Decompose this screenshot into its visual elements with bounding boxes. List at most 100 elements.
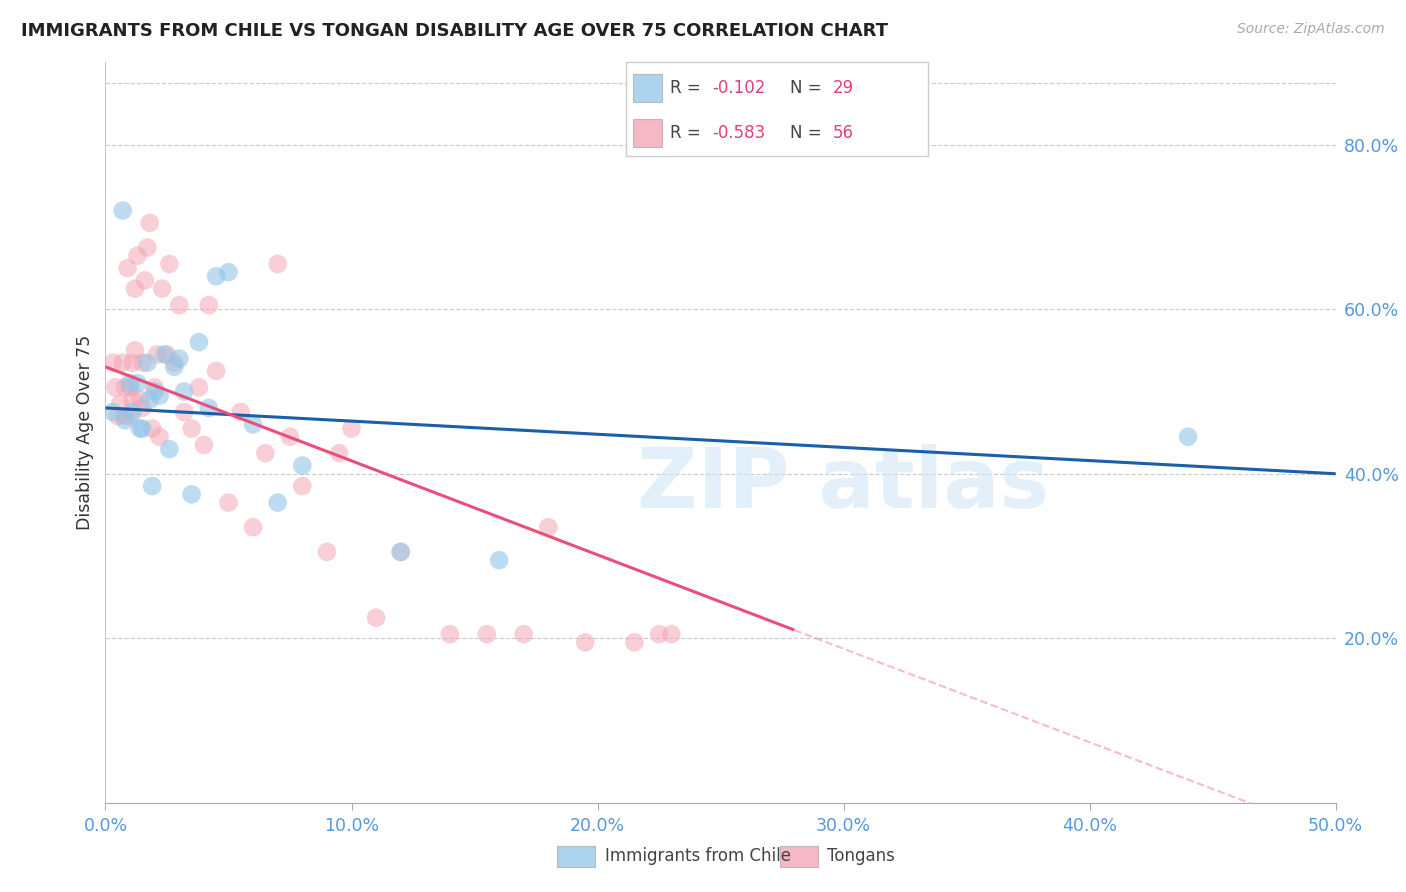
- Text: N =: N =: [790, 124, 827, 142]
- Point: [291, 458, 314, 473]
- Point: [574, 635, 596, 649]
- Bar: [633, 119, 662, 147]
- Point: [623, 635, 645, 649]
- Point: [131, 356, 153, 370]
- Point: [127, 249, 149, 263]
- FancyBboxPatch shape: [626, 62, 928, 156]
- Point: [180, 487, 202, 501]
- Point: [242, 520, 264, 534]
- Point: [141, 479, 163, 493]
- Text: Immigrants from Chile: Immigrants from Chile: [605, 847, 790, 865]
- Point: [124, 343, 146, 358]
- Point: [366, 611, 388, 625]
- Point: [180, 421, 202, 435]
- Point: [114, 409, 136, 424]
- Point: [242, 417, 264, 432]
- Point: [173, 405, 195, 419]
- Point: [120, 380, 141, 394]
- Point: [136, 356, 159, 370]
- Point: [131, 421, 153, 435]
- Point: [169, 298, 191, 312]
- Text: 29: 29: [832, 78, 853, 96]
- Bar: [633, 74, 662, 102]
- Point: [143, 384, 166, 399]
- Point: [129, 421, 152, 435]
- Point: [131, 401, 153, 415]
- Point: [205, 364, 228, 378]
- Point: [153, 347, 176, 361]
- Point: [138, 392, 162, 407]
- Point: [117, 261, 139, 276]
- Point: [143, 380, 166, 394]
- Point: [229, 405, 252, 419]
- Point: [159, 442, 180, 456]
- Point: [661, 627, 683, 641]
- Point: [111, 203, 134, 218]
- Point: [114, 413, 136, 427]
- Point: [134, 273, 156, 287]
- Point: [173, 384, 195, 399]
- Point: [101, 356, 124, 370]
- Text: N =: N =: [790, 78, 827, 96]
- Point: [104, 380, 127, 394]
- Y-axis label: Disability Age Over 75: Disability Age Over 75: [76, 335, 94, 530]
- Bar: [558, 846, 596, 867]
- Point: [328, 446, 350, 460]
- Point: [114, 380, 136, 394]
- Point: [1177, 430, 1199, 444]
- Point: [110, 397, 132, 411]
- Point: [205, 269, 228, 284]
- Point: [169, 351, 191, 366]
- Point: [267, 495, 290, 509]
- Point: [291, 479, 314, 493]
- Point: [218, 495, 240, 509]
- Point: [146, 347, 169, 361]
- Point: [513, 627, 536, 641]
- Point: [156, 347, 179, 361]
- Point: [389, 545, 412, 559]
- Point: [150, 282, 173, 296]
- Point: [129, 392, 152, 407]
- Point: [120, 376, 141, 391]
- Point: [315, 545, 337, 559]
- Point: [121, 392, 143, 407]
- Point: [127, 376, 149, 391]
- Point: [188, 335, 211, 350]
- Point: [120, 409, 141, 424]
- Point: [340, 421, 363, 435]
- Text: Tongans: Tongans: [827, 847, 894, 865]
- Point: [197, 298, 221, 312]
- Point: [121, 356, 143, 370]
- Text: -0.583: -0.583: [711, 124, 765, 142]
- Point: [107, 409, 129, 424]
- Bar: [780, 846, 818, 867]
- Text: Source: ZipAtlas.com: Source: ZipAtlas.com: [1237, 22, 1385, 37]
- Point: [159, 257, 180, 271]
- Point: [101, 405, 124, 419]
- Text: 56: 56: [832, 124, 853, 142]
- Point: [149, 430, 172, 444]
- Text: ZIP atlas: ZIP atlas: [637, 444, 1050, 525]
- Point: [111, 356, 134, 370]
- Point: [197, 401, 221, 415]
- Point: [188, 380, 211, 394]
- Point: [254, 446, 277, 460]
- Point: [124, 282, 146, 296]
- Point: [648, 627, 671, 641]
- Point: [475, 627, 498, 641]
- Point: [193, 438, 215, 452]
- Text: -0.102: -0.102: [711, 78, 765, 96]
- Point: [537, 520, 560, 534]
- Point: [278, 430, 301, 444]
- Point: [136, 241, 159, 255]
- Text: R =: R =: [669, 78, 706, 96]
- Point: [138, 216, 162, 230]
- Point: [218, 265, 240, 279]
- Text: IMMIGRANTS FROM CHILE VS TONGAN DISABILITY AGE OVER 75 CORRELATION CHART: IMMIGRANTS FROM CHILE VS TONGAN DISABILI…: [21, 22, 889, 40]
- Point: [163, 359, 186, 374]
- Point: [488, 553, 510, 567]
- Point: [439, 627, 461, 641]
- Point: [141, 421, 163, 435]
- Point: [389, 545, 412, 559]
- Point: [121, 405, 143, 419]
